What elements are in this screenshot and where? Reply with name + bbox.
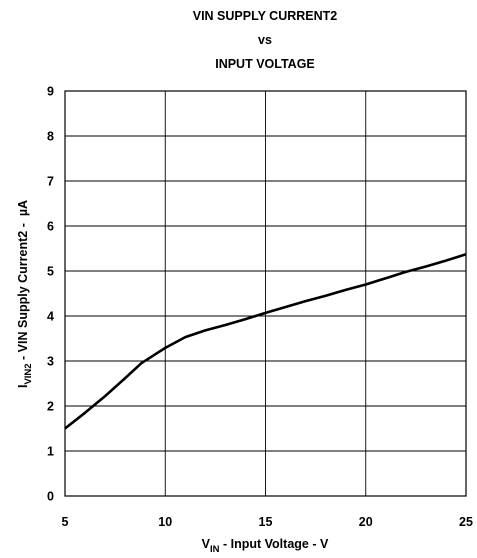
y-axis-label-main: I (16, 385, 30, 388)
y-tick-label: 4 (47, 310, 54, 324)
y-axis-label: IVIN2 - VIN Supply Current2 - µA (16, 200, 34, 388)
y-tick-label: 8 (47, 130, 54, 144)
y-tick-label: 0 (47, 490, 54, 504)
y-tick-label: 3 (47, 355, 54, 369)
chart-title-line-2: vs (258, 33, 272, 47)
x-tick-label: 5 (62, 515, 69, 529)
y-tick-label: 1 (47, 445, 54, 459)
chart-title-line-1: VIN SUPPLY CURRENT2 (192, 9, 338, 23)
x-axis-label-rest: - Input Voltage - V (220, 537, 329, 551)
y-axis-label-sub: VIN2 (23, 363, 34, 384)
chart-title-line-3: INPUT VOLTAGE (215, 57, 315, 71)
x-tick-label: 25 (459, 515, 473, 529)
x-tick-label: 15 (259, 515, 273, 529)
y-tick-label: 2 (47, 400, 54, 414)
x-tick-label: 20 (359, 515, 373, 529)
y-tick-label: 6 (47, 220, 54, 234)
y-axis-label-rest: - VIN Supply Current2 - µA (16, 200, 30, 363)
x-axis-label: VIN - Input Voltage - V (202, 537, 329, 555)
y-tick-label: 5 (47, 265, 54, 279)
y-tick-label: 9 (47, 85, 54, 99)
x-axis-label-main: V (202, 537, 211, 551)
plot-frame (64, 90, 467, 497)
x-axis-label-sub: IN (210, 544, 220, 555)
series-line (64, 253, 467, 430)
y-tick-label: 7 (47, 175, 54, 189)
x-tick-label: 10 (158, 515, 172, 529)
y-tick-labels: 0 1 2 3 4 5 6 7 8 9 (47, 85, 54, 504)
grid-lines (65, 91, 466, 496)
x-tick-labels: 5 10 15 20 25 (62, 515, 473, 529)
